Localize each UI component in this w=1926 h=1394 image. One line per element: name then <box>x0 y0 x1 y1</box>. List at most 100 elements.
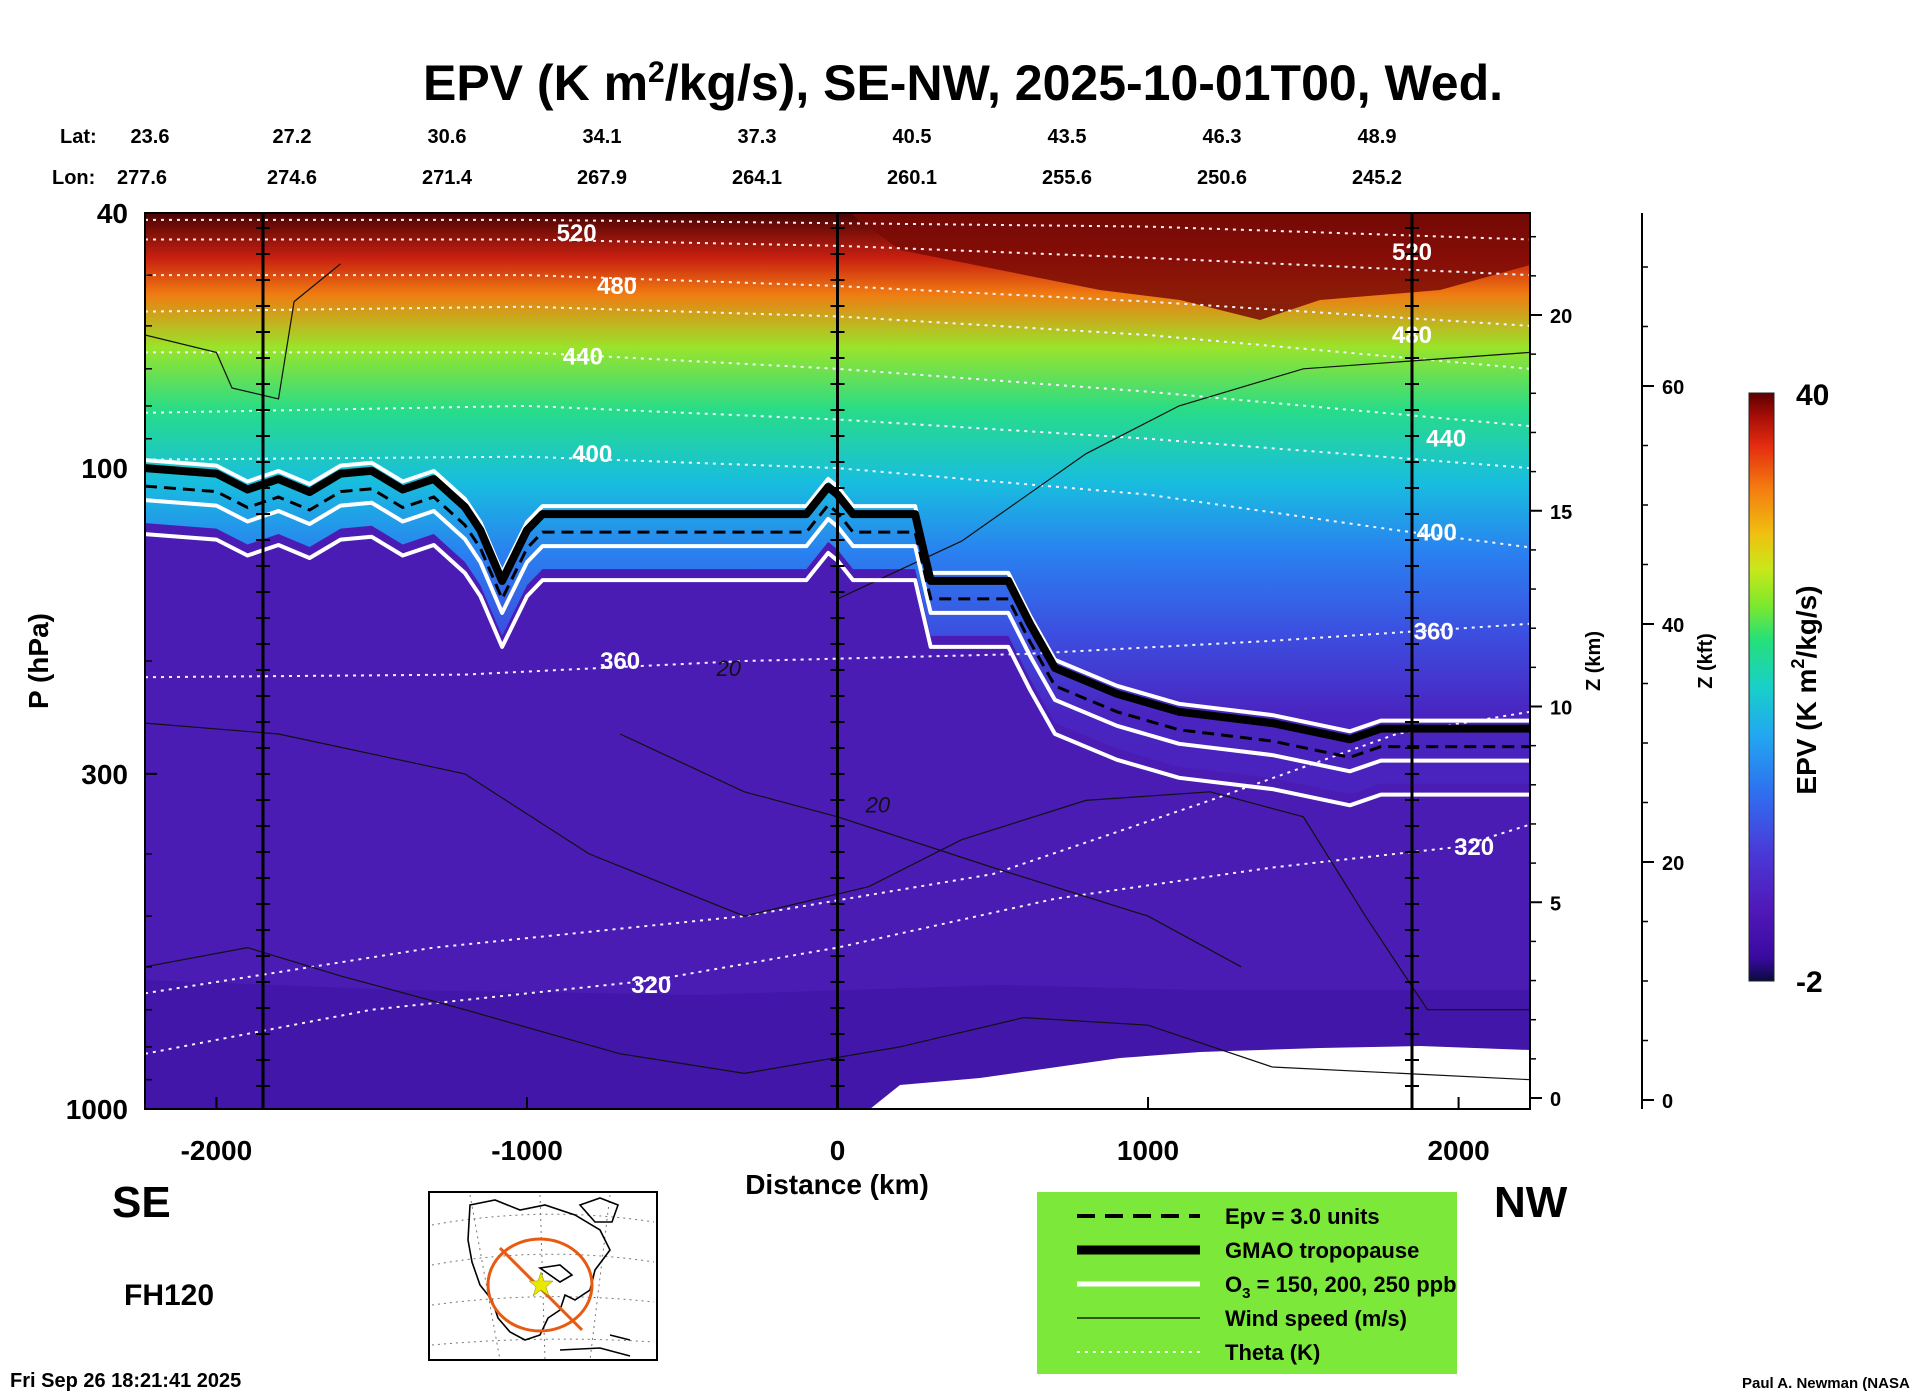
distance-tick-label: 2000 <box>1427 1135 1489 1166</box>
pressure-tick-label: 1000 <box>66 1094 128 1125</box>
lat-value: 23.6 <box>131 126 170 148</box>
gmao-tropopause-line <box>145 464 1530 744</box>
forecast-hour: FH120 <box>124 1279 214 1312</box>
theta-label: 360 <box>600 648 640 675</box>
z-kft-tick-label: 60 <box>1662 377 1684 399</box>
coastlines <box>467 1197 631 1357</box>
theta-label: 440 <box>1426 426 1466 453</box>
legend: Epv = 3.0 units GMAO tropopause O3 = 150, … <box>1037 1192 1457 1374</box>
theta-label: 480 <box>597 273 637 300</box>
legend-label: O3 = 150, 200, 250 ppb <box>1225 1272 1457 1302</box>
chart-title: EPV (K m2/kg/s), SE-NW, 2025-10-01T00, W… <box>423 55 1503 111</box>
pressure-axis: 40 100 300 1000 <box>66 198 157 1125</box>
z-kft-axis: 0 20 40 60 <box>1641 213 1684 1113</box>
wind-path <box>145 946 1530 1081</box>
lon-label: Lon: <box>52 167 95 189</box>
theta-label: 320 <box>631 972 671 999</box>
colorbar: 40 -2 EPV (K m2/kg/s) <box>1748 379 1829 999</box>
lon-value: 277.6 <box>117 167 167 189</box>
theta-label: 400 <box>572 441 612 468</box>
wind-speed-contours <box>145 263 1530 1081</box>
theta-path <box>145 218 1530 241</box>
theta-label: 440 <box>563 344 603 371</box>
z-km-tick-label: 10 <box>1550 698 1572 720</box>
theta-path <box>145 710 1530 995</box>
distance-tick-label: -2000 <box>181 1135 253 1166</box>
theta-label: 360 <box>1414 619 1454 646</box>
colorbar-max: 40 <box>1796 379 1829 412</box>
theta-label: 520 <box>557 220 597 247</box>
colorbar-min: -2 <box>1796 966 1823 999</box>
x-axis-label: Distance (km) <box>745 1169 929 1200</box>
wind-path <box>145 722 1530 1011</box>
wind-path <box>145 263 341 400</box>
theta-label: 400 <box>1417 519 1457 546</box>
legend-label: Epv = 3.0 units <box>1225 1204 1380 1229</box>
z-km-axis: 0 5 10 15 20 <box>1530 235 1572 1111</box>
distance-axis: -2000 -1000 0 1000 2000 <box>181 1097 1490 1166</box>
z-km-tick-label: 0 <box>1550 1089 1561 1111</box>
z-km-tick-label: 20 <box>1550 306 1572 328</box>
z-kft-label: Z (kft) <box>1695 633 1717 689</box>
colorbar-label: EPV (K m2/kg/s) <box>1788 585 1822 794</box>
lat-value: 46.3 <box>1203 126 1242 148</box>
inset-map-frame <box>428 1191 658 1361</box>
timestamp: Fri Sep 26 18:21:41 2025 <box>10 1370 241 1392</box>
o3-path <box>145 498 1530 774</box>
wind-label: 20 <box>865 793 891 818</box>
lat-value: 40.5 <box>893 126 932 148</box>
y-axis-label: P (hPa) <box>23 613 54 709</box>
theta-path <box>145 238 1530 277</box>
se-direction-label: SE <box>112 1178 171 1227</box>
lon-value: 260.1 <box>887 167 937 189</box>
lon-value: 255.6 <box>1042 167 1092 189</box>
center-star-icon <box>528 1271 554 1297</box>
lon-value: 271.4 <box>422 167 473 189</box>
wind-path <box>619 733 1242 968</box>
epv-3-unit-contour <box>145 484 1530 759</box>
o3-path <box>145 532 1530 808</box>
lon-value: 250.6 <box>1197 167 1247 189</box>
distance-tick-label: 0 <box>830 1135 846 1166</box>
z-kft-tick-label: 20 <box>1662 853 1684 875</box>
lat-value: 34.1 <box>583 126 622 148</box>
pressure-tick-label: 100 <box>81 453 128 484</box>
legend-label: GMAO tropopause <box>1225 1238 1419 1263</box>
ozone-contours <box>145 458 1530 808</box>
lon-value: 274.6 <box>267 167 317 189</box>
theta-path <box>145 455 1530 549</box>
credit: Paul A. Newman (NASA <box>1742 1375 1910 1392</box>
z-km-tick-label: 5 <box>1550 893 1561 915</box>
lon-values: 277.6 274.6 271.4 267.9 264.1 260.1 255.6 250.6… <box>117 167 1402 189</box>
tropopause-path <box>145 464 1530 744</box>
map-grid <box>431 1194 655 1361</box>
legend-label: Theta (K) <box>1225 1340 1320 1365</box>
stratosphere-high-epv <box>850 213 1530 320</box>
colorbar-gradient <box>1748 392 1775 982</box>
lat-value: 43.5 <box>1048 126 1087 148</box>
terrain <box>870 1046 1530 1109</box>
reference-verticals <box>256 213 1419 1109</box>
theta-label: 320 <box>1454 834 1494 861</box>
lon-value: 264.1 <box>732 167 782 189</box>
legend-label: Wind speed (m/s) <box>1225 1306 1407 1331</box>
o3-path <box>145 458 1530 734</box>
lat-value: 30.6 <box>428 126 467 148</box>
inset-map <box>428 1191 658 1361</box>
distance-tick-label: -1000 <box>491 1135 563 1166</box>
epv3-path <box>145 484 1530 759</box>
nw-direction-label: NW <box>1494 1178 1568 1227</box>
lon-value: 267.9 <box>577 167 627 189</box>
z-km-label: Z (km) <box>1583 631 1605 691</box>
theta-path <box>145 622 1530 679</box>
lat-label: Lat: <box>60 126 97 148</box>
z-km-tick-label: 15 <box>1550 502 1572 524</box>
theta-contours <box>145 218 1530 1055</box>
distance-tick-label: 1000 <box>1117 1135 1179 1166</box>
lat-value: 27.2 <box>273 126 312 148</box>
lon-value: 245.2 <box>1352 167 1402 189</box>
wind-label: 20 <box>716 656 742 681</box>
